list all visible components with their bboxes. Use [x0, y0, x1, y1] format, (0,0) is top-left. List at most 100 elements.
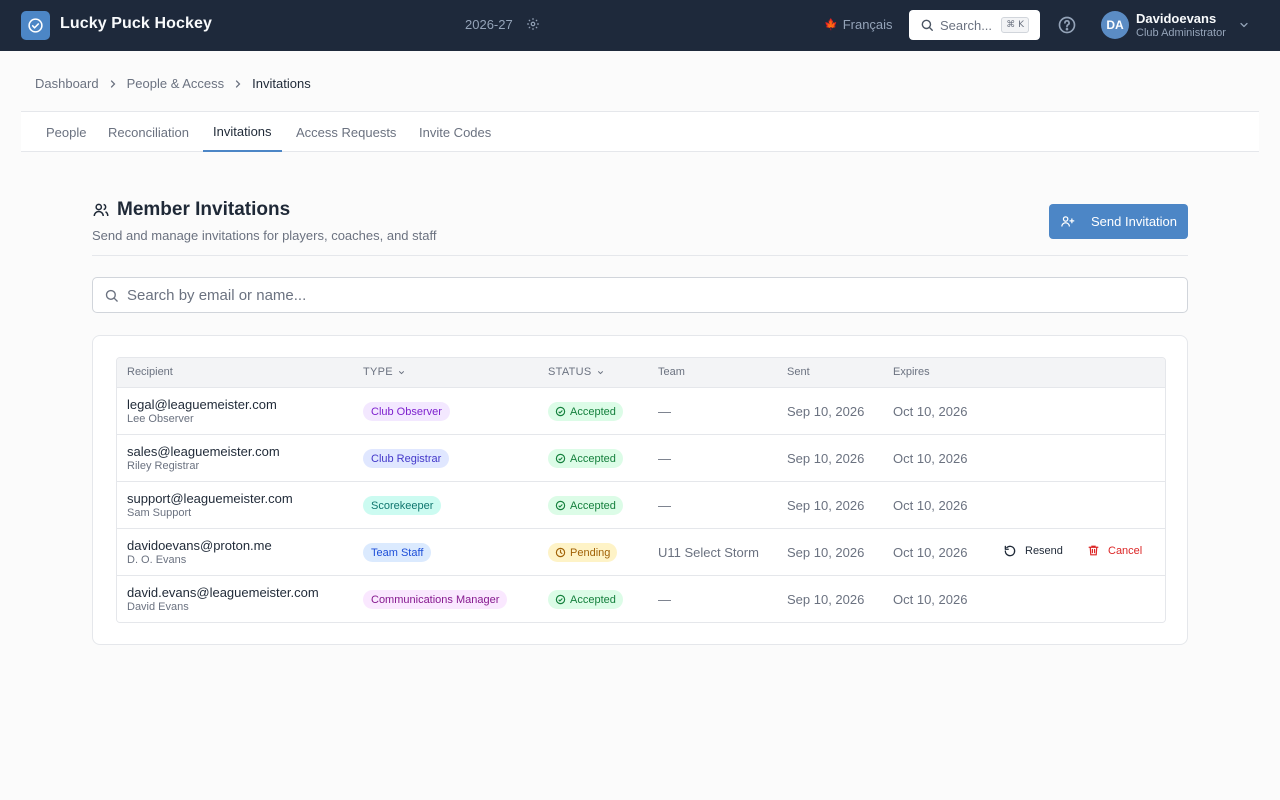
recipient-name: Sam Support	[127, 507, 192, 519]
expires-date: Oct 10, 2026	[893, 592, 968, 607]
breadcrumb-people-access[interactable]: People & Access	[126, 76, 225, 91]
status-badge: Accepted	[548, 449, 623, 468]
recipient-name: Lee Observer	[127, 413, 194, 425]
table-header: Recipient TYPE STATUS Team Sent Expires	[117, 358, 1165, 388]
check-circle-icon	[555, 594, 566, 605]
status-label: Accepted	[570, 452, 616, 465]
users-icon	[93, 203, 109, 217]
app-logo-icon[interactable]	[21, 11, 50, 40]
breadcrumb-invitations: Invitations	[252, 76, 311, 91]
global-search-label: Search...	[940, 17, 993, 33]
cancel-invitation-button[interactable]: Cancel	[1087, 544, 1142, 557]
recipient-name: Riley Registrar	[127, 460, 200, 472]
top-bar: Lucky Puck Hockey 2026-27 🍁 Français Sea…	[0, 0, 1280, 51]
page-subtitle: Send and manage invitations for players,…	[92, 228, 437, 243]
search-input[interactable]	[127, 286, 1127, 304]
send-invitation-label: Send Invitation	[1091, 214, 1178, 229]
status-label: Accepted	[570, 499, 616, 512]
gear-icon[interactable]	[526, 17, 540, 31]
chevron-right-icon	[236, 79, 241, 88]
column-header-sent: Sent	[787, 366, 810, 378]
table-row: davidoevans@proton.me D. O. Evans Team S…	[117, 529, 1165, 576]
invitations-card: Recipient TYPE STATUS Team Sent Expires …	[92, 335, 1188, 645]
page-title: Member Invitations	[117, 199, 291, 220]
chevron-down-icon[interactable]	[1238, 19, 1250, 31]
check-circle-icon	[555, 500, 566, 511]
avatar[interactable]: DA	[1101, 11, 1129, 39]
app-title[interactable]: Lucky Puck Hockey	[60, 15, 212, 32]
table-row: sales@leaguemeister.com Riley Registrar …	[117, 435, 1165, 482]
search-icon	[105, 289, 118, 302]
column-header-type[interactable]: TYPE	[363, 366, 406, 378]
status-badge: Accepted	[548, 496, 623, 515]
sent-date: Sep 10, 2026	[787, 545, 865, 560]
user-role: Club Administrator	[1136, 27, 1226, 39]
column-header-status-label: STATUS	[548, 366, 592, 378]
tab-reconciliation[interactable]: Reconciliation	[108, 124, 189, 140]
rotate-ccw-icon	[1004, 545, 1016, 557]
table-row: support@leaguemeister.com Sam Support Sc…	[117, 482, 1165, 529]
send-invitation-button[interactable]: Send Invitation	[1049, 204, 1188, 239]
chevron-right-icon	[110, 79, 115, 88]
global-search-button[interactable]: Search... ⌘ K	[909, 10, 1040, 40]
column-header-status[interactable]: STATUS	[548, 366, 605, 378]
team-cell: U11 Select Storm	[658, 545, 759, 560]
expires-date: Oct 10, 2026	[893, 498, 968, 513]
recipient-email: david.evans@leaguemeister.com	[127, 585, 319, 600]
search-shortcut: ⌘ K	[1001, 17, 1029, 33]
clock-icon	[555, 547, 566, 558]
table-row: david.evans@leaguemeister.com David Evan…	[117, 576, 1165, 622]
chevron-down-icon	[398, 370, 405, 374]
status-badge: Accepted	[548, 590, 623, 609]
check-circle-icon	[555, 406, 566, 417]
user-plus-icon	[1061, 216, 1075, 227]
season-label: 2026-27	[465, 17, 513, 32]
expires-date: Oct 10, 2026	[893, 451, 968, 466]
sent-date: Sep 10, 2026	[787, 592, 865, 607]
table-row: legal@leaguemeister.com Lee Observer Clu…	[117, 388, 1165, 435]
team-cell: —	[658, 592, 671, 607]
status-label: Pending	[570, 546, 611, 559]
recipient-email: davidoevans@proton.me	[127, 538, 272, 553]
recipient-name: David Evans	[127, 601, 189, 613]
status-badge: Pending	[548, 543, 618, 562]
search-icon	[921, 19, 933, 31]
language-switcher[interactable]: 🍁 Français	[824, 17, 893, 32]
search-field[interactable]	[92, 277, 1188, 313]
recipient-name: D. O. Evans	[127, 554, 187, 566]
tab-people[interactable]: People	[46, 124, 87, 140]
user-name[interactable]: Davidoevans	[1136, 11, 1217, 26]
type-badge: Communications Manager	[363, 590, 508, 609]
trash-icon	[1088, 545, 1099, 556]
column-header-type-label: TYPE	[363, 366, 393, 378]
recipient-email: sales@leaguemeister.com	[127, 444, 280, 459]
cancel-label: Cancel	[1108, 544, 1143, 557]
type-badge: Club Registrar	[363, 449, 450, 468]
team-cell: —	[658, 498, 671, 513]
sent-date: Sep 10, 2026	[787, 451, 865, 466]
resend-label: Resend	[1025, 545, 1063, 557]
type-badge: Club Observer	[363, 402, 450, 421]
help-icon[interactable]	[1057, 15, 1077, 35]
expires-date: Oct 10, 2026	[893, 404, 968, 419]
recipient-email: support@leaguemeister.com	[127, 491, 293, 506]
tab-invite-codes[interactable]: Invite Codes	[419, 124, 492, 140]
resend-button[interactable]: Resend	[1003, 544, 1063, 558]
divider	[92, 255, 1188, 256]
breadcrumb-dashboard[interactable]: Dashboard	[35, 76, 99, 91]
chevron-down-icon	[597, 370, 603, 374]
sent-date: Sep 10, 2026	[787, 498, 865, 513]
tab-invitations[interactable]: Invitations	[203, 112, 282, 152]
status-badge: Accepted	[548, 402, 623, 421]
invitations-table: Recipient TYPE STATUS Team Sent Expires …	[116, 357, 1166, 623]
language-label: Français	[842, 17, 893, 32]
maple-leaf-icon: 🍁	[824, 19, 838, 31]
column-header-team: Team	[658, 366, 685, 378]
type-badge: Team Staff	[363, 543, 432, 562]
column-header-recipient: Recipient	[127, 366, 173, 378]
column-header-expires: Expires	[893, 366, 930, 378]
tab-access-requests[interactable]: Access Requests	[296, 124, 397, 140]
team-cell: —	[658, 451, 671, 466]
status-label: Accepted	[570, 593, 616, 606]
status-label: Accepted	[570, 405, 616, 418]
